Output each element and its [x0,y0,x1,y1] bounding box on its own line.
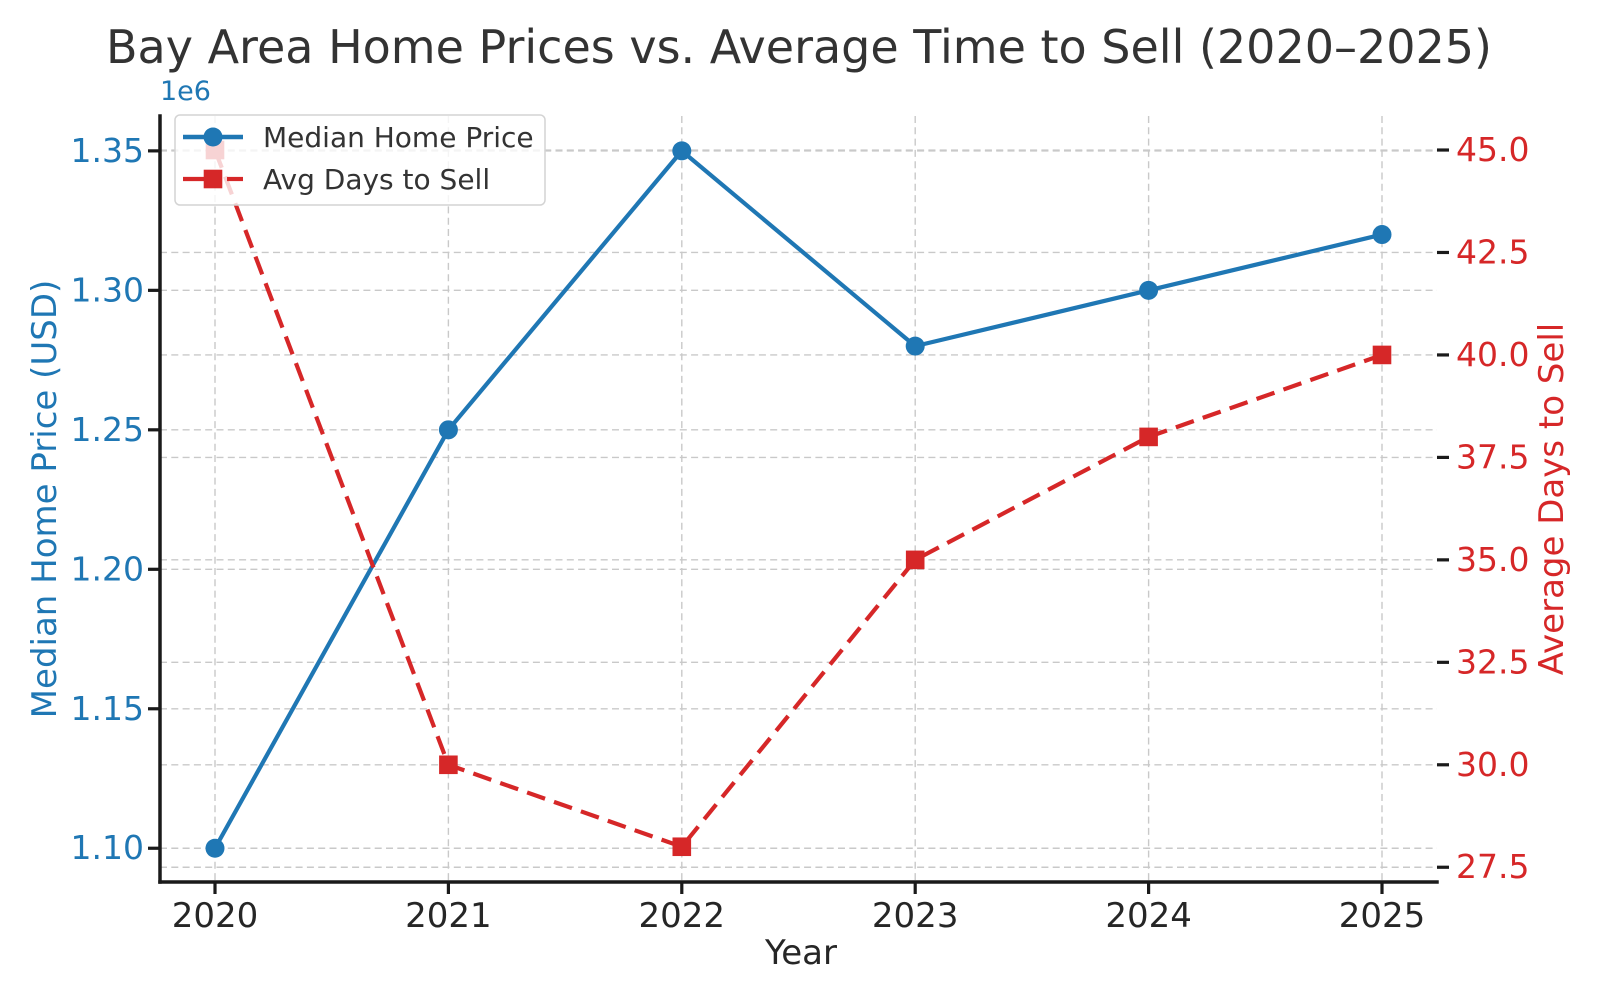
legend: Median Home Price Avg Days to Sell [174,114,546,206]
x-tick-label: 2023 [872,896,959,936]
right-tick-label: 27.5 [1456,847,1529,886]
data-point-marker [1372,345,1392,365]
data-point-marker [1139,427,1158,447]
data-point-marker [205,838,225,858]
data-point-marker [1372,225,1392,245]
series-median-home-price [205,141,1392,858]
left-tick-label: 1.30 [71,270,144,309]
left-tick-label: 1.10 [71,828,144,867]
x-tick-label: 2020 [172,896,259,936]
chart-title: Bay Area Home Prices vs. Average Time to… [106,20,1492,74]
legend-swatch-marker [203,127,223,147]
grid-lines [160,116,1437,882]
right-tick-label: 40.0 [1456,335,1529,374]
data-point-marker [905,550,925,570]
right-tick-label: 42.5 [1456,232,1529,271]
legend-box [174,114,546,206]
series-line-avg-days-to-sell [213,149,1383,849]
data-point-marker [438,420,458,440]
x-axis-title: Year [765,933,837,973]
data-point-marker [439,755,458,775]
data-point-marker [672,141,692,161]
x-tick-label: 2024 [1105,896,1192,936]
legend-label: Median Home Price [263,121,534,154]
series-line-median-home-price [213,148,1383,850]
right-tick-label: 30.0 [1456,745,1529,784]
axis-spines [158,114,1439,884]
x-tick-label: 2022 [639,896,726,936]
x-tick-label: 2021 [405,896,492,936]
legend-swatch-marker [203,169,223,189]
data-point-marker [1139,280,1159,300]
right-tick-label: 37.5 [1456,437,1529,476]
left-tick-label: 1.20 [71,549,144,588]
left-axis-offset-label: 1e6 [160,76,211,107]
right-tick-label: 35.0 [1456,540,1529,579]
left-tick-label: 1.15 [71,689,144,728]
left-tick-label: 1.35 [71,131,144,170]
legend-label: Avg Days to Sell [263,163,490,196]
data-point-marker [905,336,925,356]
right-tick-label: 32.5 [1456,642,1529,681]
data-point-marker [672,837,692,857]
tick-marks [148,148,1449,894]
x-tick-label: 2025 [1339,896,1426,936]
right-tick-label: 45.0 [1456,130,1529,169]
left-tick-label: 1.25 [71,410,144,449]
